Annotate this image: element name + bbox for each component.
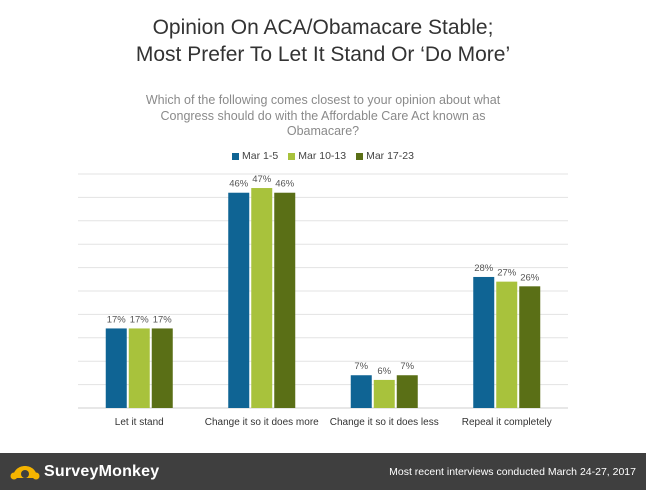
legend-label-series-3: Mar 17-23 xyxy=(366,150,414,162)
chart-subtitle: Which of the following comes closest to … xyxy=(110,93,536,140)
bar-2-4 xyxy=(496,281,518,408)
chart-title: Opinion On ACA/Obamacare Stable; Most Pr… xyxy=(0,14,646,68)
category-label-3: Change it so it does less xyxy=(330,417,439,428)
category-label-1: Let it stand xyxy=(115,417,164,428)
legend-item-series-2: Mar 10-13 xyxy=(288,150,346,162)
data-label-3-1: 17% xyxy=(153,314,173,325)
data-label-1-4: 28% xyxy=(474,263,494,274)
gridlines xyxy=(78,173,568,409)
category-label-2: Change it so it does more xyxy=(205,417,319,428)
bar-1-1 xyxy=(105,328,127,408)
surveymonkey-logo-icon xyxy=(10,466,40,480)
data-label-1-2: 46% xyxy=(229,179,249,190)
legend-label-series-2: Mar 10-13 xyxy=(298,150,347,162)
legend-swatch-series-3 xyxy=(356,152,364,160)
data-labels: 17% 17% 17%46% 47% 46%7% 6% 7%28% 27% 26% xyxy=(107,174,540,377)
footer-bar: SurveyMonkey Most recent interviews cond… xyxy=(0,453,646,490)
subtitle-line-2: Congress should do with the Affordable C… xyxy=(160,108,486,123)
data-label-1-3: 7% xyxy=(354,361,368,372)
data-label-3-3: 7% xyxy=(400,361,414,372)
footnote: Most recent interviews conducted March 2… xyxy=(389,466,636,478)
subtitle-line-3: Obamacare? xyxy=(286,124,360,138)
surveymonkey-logo: SurveyMonkey xyxy=(10,462,159,482)
legend-swatch-series-2 xyxy=(288,152,296,160)
data-label-3-4: 26% xyxy=(520,272,540,283)
legend-swatch-series-1 xyxy=(232,152,240,160)
data-label-1-1: 17% xyxy=(107,314,127,325)
data-label-3-2: 46% xyxy=(275,179,295,190)
bar-2-3 xyxy=(373,379,395,408)
category-labels: Let it stand Change it so it does more Cha… xyxy=(115,417,552,428)
chart-legend: Mar 1-5 Mar 10-13 Mar 17-23 xyxy=(0,150,646,162)
title-line-1: Opinion On ACA/Obamacare Stable; xyxy=(152,16,494,39)
data-label-2-1: 17% xyxy=(130,314,150,325)
bar-1-2 xyxy=(228,192,250,408)
data-label-2-4: 27% xyxy=(497,268,517,279)
legend-item-series-3: Mar 17-23 xyxy=(356,150,414,162)
category-label-4: Repeal it completely xyxy=(462,417,552,428)
bar-2-2 xyxy=(251,188,273,408)
bar-3-4 xyxy=(519,286,541,408)
legend-label-series-1: Mar 1-5 xyxy=(242,150,279,162)
bar-chart: 17% 17% 17%46% 47% 46%7% 6% 7%28% 27% 26% Let it… xyxy=(78,173,568,428)
bar-1-3 xyxy=(350,375,372,408)
bar-1-4 xyxy=(473,276,495,408)
data-label-2-2: 47% xyxy=(252,174,272,185)
subtitle-line-1: Which of the following comes closest to … xyxy=(145,93,501,107)
logo-text: SurveyMonkey xyxy=(44,463,160,480)
title-line-2: Most Prefer To Let It Stand Or ‘Do More’ xyxy=(135,43,511,66)
bar-3-3 xyxy=(396,375,418,408)
bar-3-2 xyxy=(274,192,296,408)
legend-item-series-1: Mar 1-5 xyxy=(232,150,278,162)
bar-2-1 xyxy=(128,328,150,408)
bar-3-1 xyxy=(151,328,173,408)
data-label-2-3: 6% xyxy=(377,366,391,377)
bars xyxy=(105,188,541,408)
